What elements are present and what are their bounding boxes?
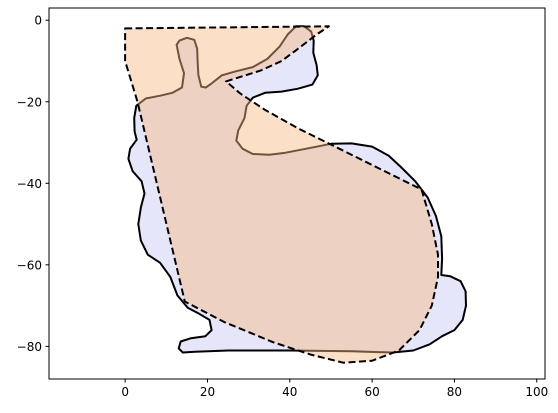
y-tick-label: −20 — [17, 95, 42, 109]
y-tick-label: −80 — [17, 340, 42, 354]
x-tick-label: 80 — [447, 385, 462, 399]
x-axis: 0 20 40 60 80 100 — [121, 379, 548, 399]
x-tick-label: 40 — [282, 385, 297, 399]
solid-outline-shape — [127, 25, 467, 354]
y-tick-label: −40 — [17, 177, 42, 191]
x-tick-label: 60 — [364, 385, 379, 399]
axes-frame — [48, 7, 546, 380]
y-tick-label: 0 — [34, 14, 42, 28]
dashed-outline-shape — [124, 25, 439, 364]
plot-area — [124, 25, 467, 364]
x-tick-label: 100 — [525, 385, 548, 399]
x-tick-label: 20 — [200, 385, 215, 399]
y-tick-label: −60 — [17, 258, 42, 272]
x-tick-label: 0 — [121, 385, 129, 399]
y-axis: 0 −20 −40 −60 −80 — [17, 14, 49, 354]
